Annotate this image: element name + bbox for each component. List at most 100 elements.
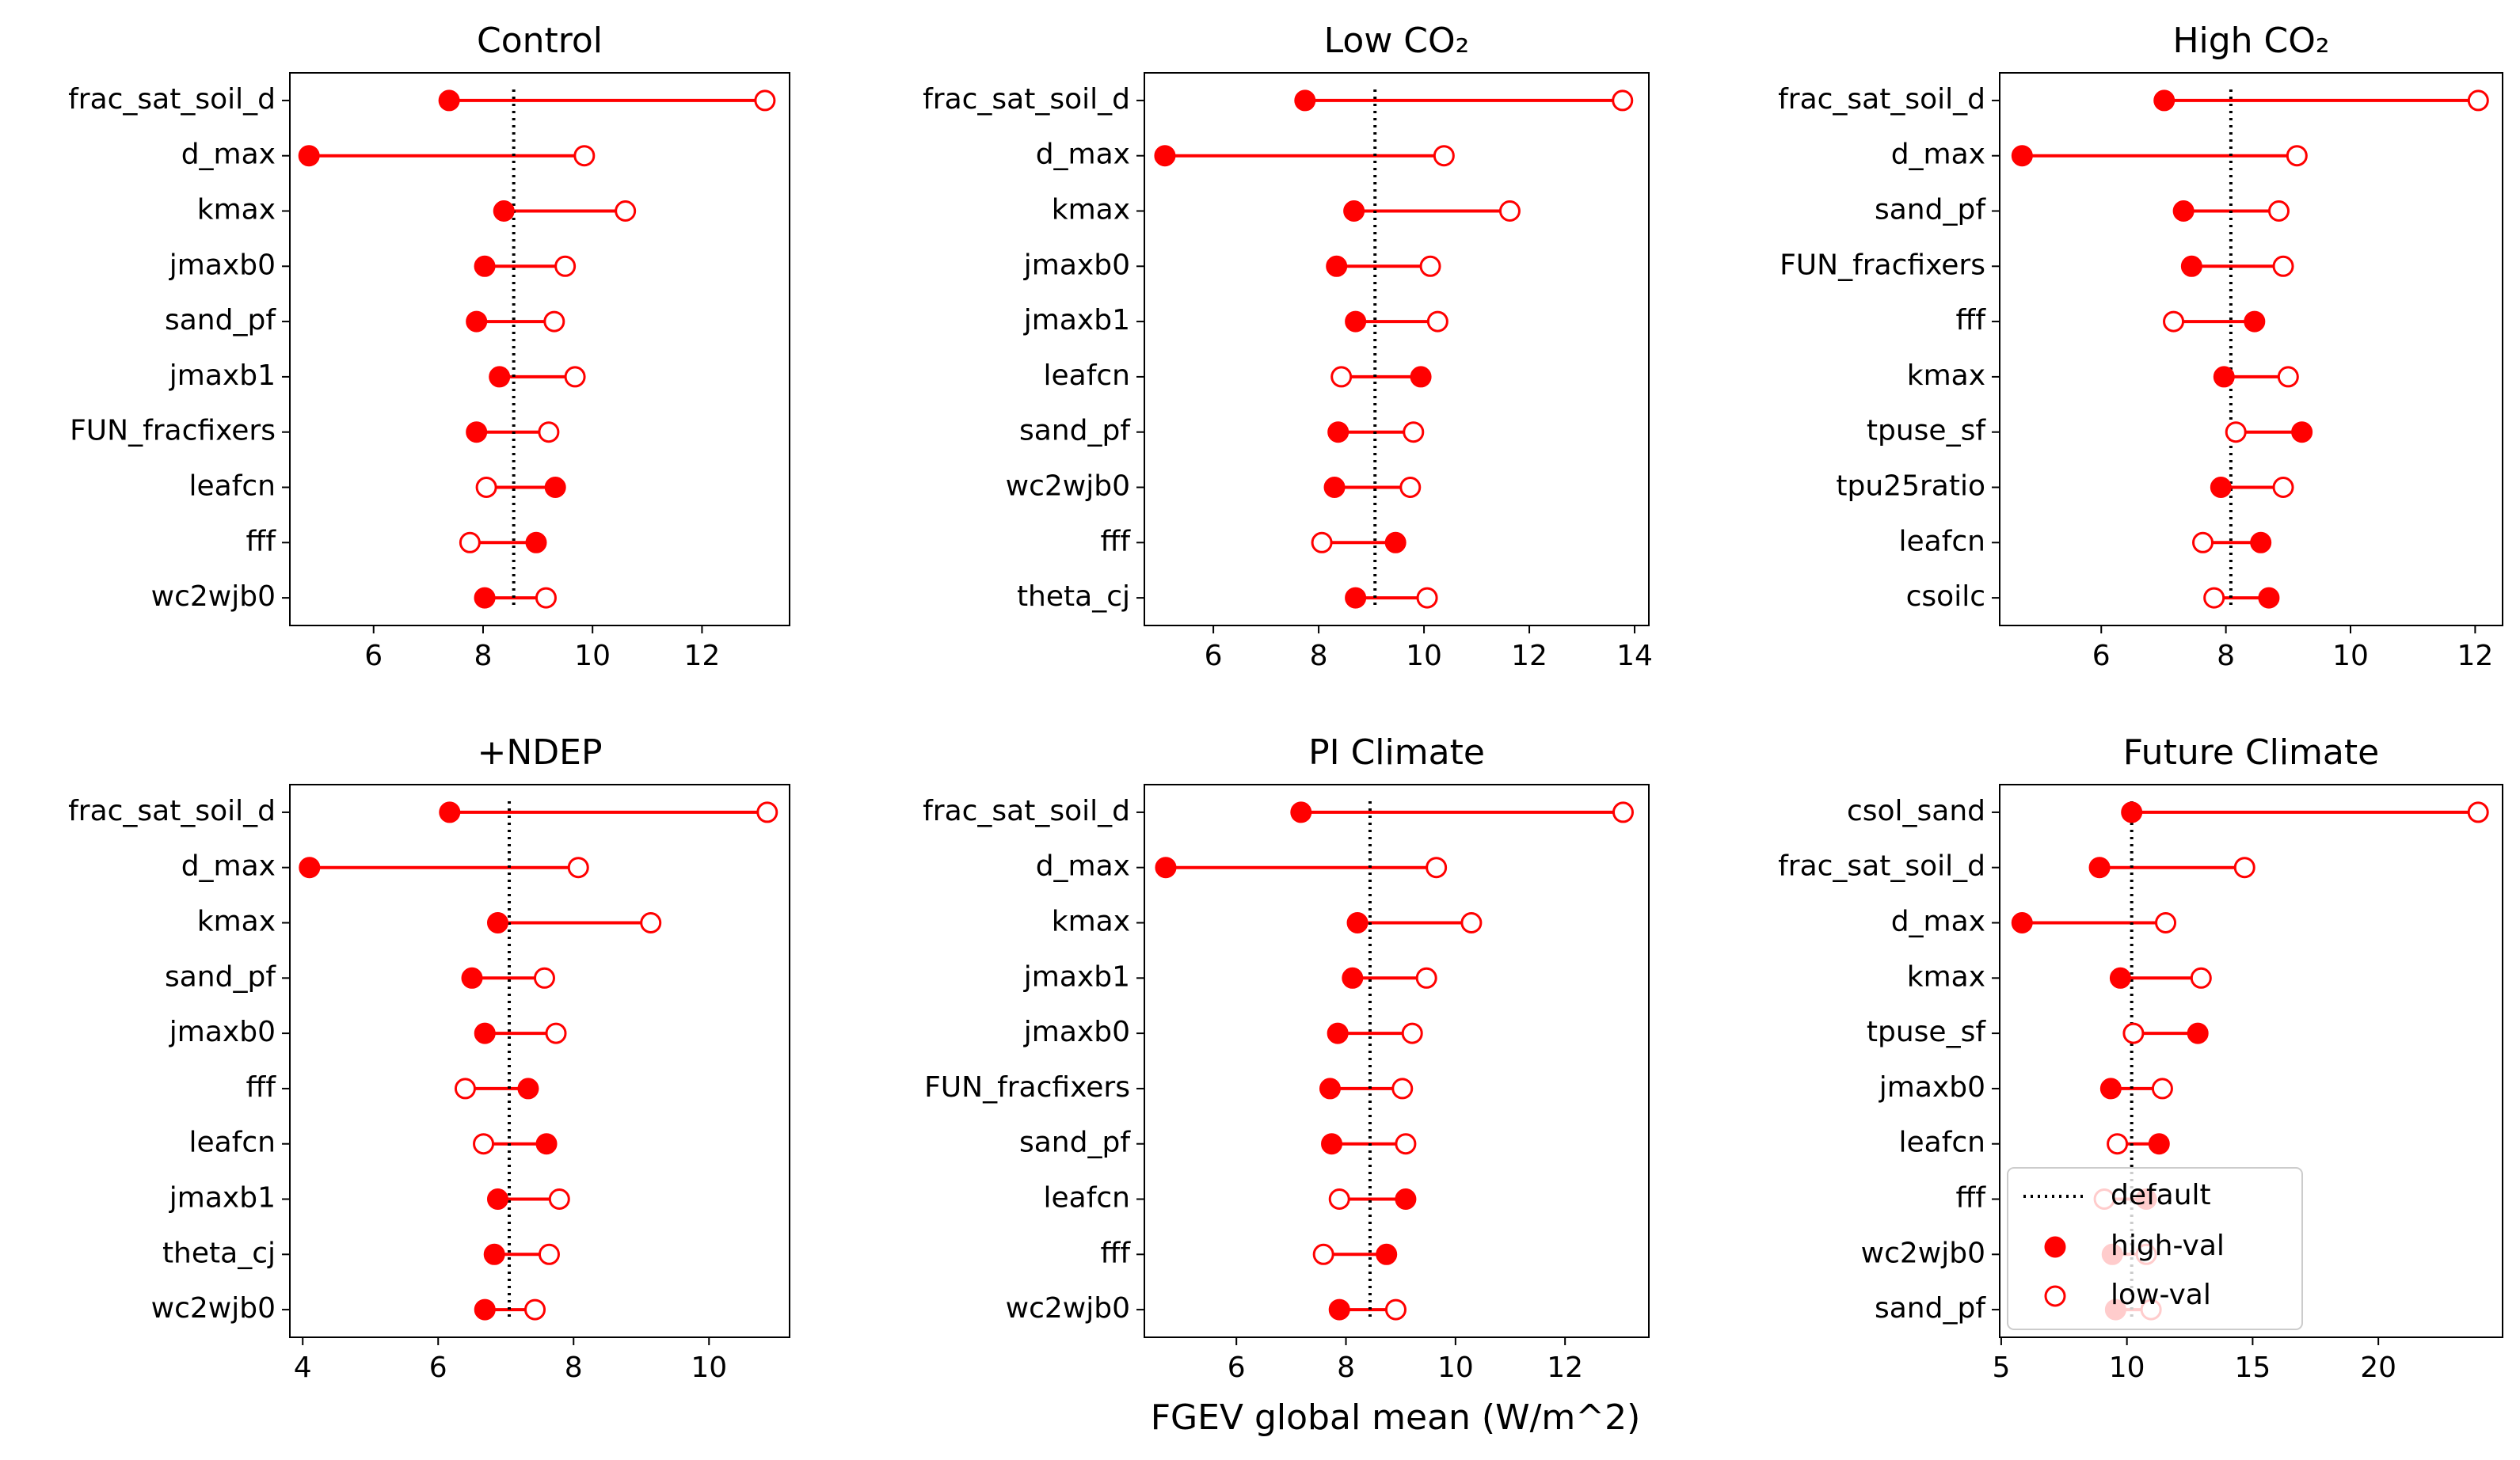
x-tick-label: 10 bbox=[574, 640, 611, 672]
y-tick-label: wc2wjb0 bbox=[1861, 1237, 1985, 1269]
y-tick-label: jmaxb0 bbox=[1023, 249, 1130, 281]
y-tick-label: jmaxb1 bbox=[1023, 304, 1130, 336]
axes-frame bbox=[289, 72, 790, 626]
legend-label: default bbox=[2111, 1179, 2211, 1211]
y-tick-label: FUN_fracfixers bbox=[1780, 249, 1985, 281]
axes-frame bbox=[1999, 784, 2503, 1338]
y-tick-label: leafcn bbox=[1044, 1182, 1131, 1215]
low-val-marker bbox=[1498, 200, 1521, 222]
high-val-marker bbox=[1346, 912, 1368, 933]
x-tick-label: 6 bbox=[2092, 640, 2111, 672]
high-val-marker bbox=[1294, 89, 1316, 112]
y-tick-label: kmax bbox=[197, 906, 276, 938]
low-val-marker bbox=[1311, 531, 1333, 553]
x-tick-label: 14 bbox=[1616, 640, 1653, 672]
x-tick-label: 12 bbox=[2457, 640, 2493, 672]
low-val-marker bbox=[2268, 200, 2290, 222]
high-val-marker bbox=[525, 531, 547, 553]
y-tick-label: frac_sat_soil_d bbox=[1778, 83, 1985, 116]
low-val-marker bbox=[1426, 857, 1448, 879]
legend-box bbox=[2007, 1167, 2303, 1330]
high-val-marker bbox=[2109, 967, 2131, 989]
low-val-marker bbox=[454, 1078, 476, 1100]
high-val-marker bbox=[544, 477, 566, 498]
y-tick-label: sand_pf bbox=[165, 304, 276, 336]
high-val-marker bbox=[1323, 477, 1346, 498]
x-tick-label: 10 bbox=[1437, 1352, 1474, 1384]
high-val-marker bbox=[461, 967, 483, 989]
low-val-marker bbox=[567, 857, 589, 879]
x-tick-label: 10 bbox=[691, 1352, 727, 1384]
x-tick-label: 8 bbox=[565, 1352, 583, 1384]
low-val-marker bbox=[2190, 967, 2212, 989]
low-val-marker bbox=[1460, 912, 1483, 933]
y-tick-label: theta_cj bbox=[162, 1237, 276, 1269]
high-val-marker bbox=[1345, 587, 1367, 609]
high-val-marker bbox=[474, 1298, 496, 1321]
high-val-marker bbox=[1342, 967, 1364, 989]
legend-marker bbox=[2044, 1236, 2066, 1258]
y-tick-label: csoilc bbox=[1906, 580, 1985, 613]
high-val-marker bbox=[486, 1188, 508, 1210]
low-val-marker bbox=[1415, 967, 1437, 989]
high-val-marker bbox=[2213, 366, 2235, 388]
high-val-marker bbox=[1345, 310, 1367, 333]
low-val-marker bbox=[1399, 477, 1422, 498]
x-tick-label: 6 bbox=[429, 1352, 447, 1384]
high-val-marker bbox=[2210, 477, 2232, 498]
high-val-marker bbox=[1326, 255, 1348, 277]
low-val-marker bbox=[2192, 531, 2214, 553]
y-tick-label: sand_pf bbox=[1875, 194, 1986, 226]
low-val-marker bbox=[615, 200, 637, 222]
high-val-marker bbox=[474, 1022, 496, 1044]
low-val-marker bbox=[2155, 912, 2177, 933]
low-val-marker bbox=[2272, 255, 2294, 277]
y-tick-label: jmaxb0 bbox=[169, 249, 276, 281]
x-axis-label: FGEV global mean (W/m^2) bbox=[1151, 1397, 1641, 1438]
y-tick-label: kmax bbox=[197, 194, 276, 226]
y-tick-label: tpuse_sf bbox=[1867, 1016, 1986, 1048]
y-tick-label: kmax bbox=[1052, 194, 1130, 226]
y-tick-label: frac_sat_soil_d bbox=[923, 795, 1130, 827]
axes-frame bbox=[1144, 784, 1650, 1338]
high-val-marker bbox=[1154, 145, 1176, 167]
low-val-marker bbox=[545, 1022, 567, 1044]
y-tick-label: leafcn bbox=[189, 1127, 276, 1159]
low-val-marker bbox=[1403, 421, 1425, 443]
low-val-marker bbox=[2225, 421, 2247, 443]
y-tick-label: d_max bbox=[1036, 850, 1130, 883]
x-tick-label: 12 bbox=[684, 640, 721, 672]
high-val-marker bbox=[535, 1133, 558, 1155]
y-tick-label: jmaxb0 bbox=[1023, 1016, 1130, 1048]
x-tick-label: 8 bbox=[1337, 1352, 1355, 1384]
high-val-marker bbox=[1319, 1078, 1341, 1100]
low-val-marker bbox=[564, 366, 586, 388]
panel-title: Low CO₂ bbox=[1324, 21, 1470, 61]
high-val-marker bbox=[2250, 531, 2272, 553]
low-val-marker bbox=[2203, 587, 2225, 609]
high-val-marker bbox=[474, 587, 496, 609]
y-tick-label: kmax bbox=[1907, 359, 1985, 392]
y-tick-label: frac_sat_soil_d bbox=[923, 83, 1130, 116]
low-val-marker bbox=[2233, 857, 2255, 879]
low-val-marker bbox=[1419, 255, 1441, 277]
x-tick-label: 4 bbox=[294, 1352, 312, 1384]
low-val-marker bbox=[2467, 89, 2489, 112]
y-tick-label: d_max bbox=[1036, 139, 1130, 171]
axes-frame bbox=[1144, 72, 1650, 626]
low-val-marker bbox=[1416, 587, 1438, 609]
high-val-marker bbox=[2088, 857, 2111, 879]
legend-marker bbox=[2044, 1285, 2066, 1307]
low-val-marker bbox=[2151, 1078, 2173, 1100]
y-tick-label: leafcn bbox=[1899, 1127, 1986, 1159]
high-val-marker bbox=[1328, 1298, 1350, 1321]
high-val-marker bbox=[2187, 1022, 2209, 1044]
legend: default high-val low-val bbox=[2007, 1167, 2303, 1330]
low-val-marker bbox=[2277, 366, 2299, 388]
y-tick-label: FUN_fracfixers bbox=[924, 1071, 1130, 1104]
low-val-marker bbox=[1395, 1133, 1417, 1155]
high-val-marker bbox=[474, 255, 496, 277]
low-val-marker bbox=[475, 477, 497, 498]
high-val-marker bbox=[299, 857, 321, 879]
high-val-marker bbox=[483, 1243, 505, 1265]
